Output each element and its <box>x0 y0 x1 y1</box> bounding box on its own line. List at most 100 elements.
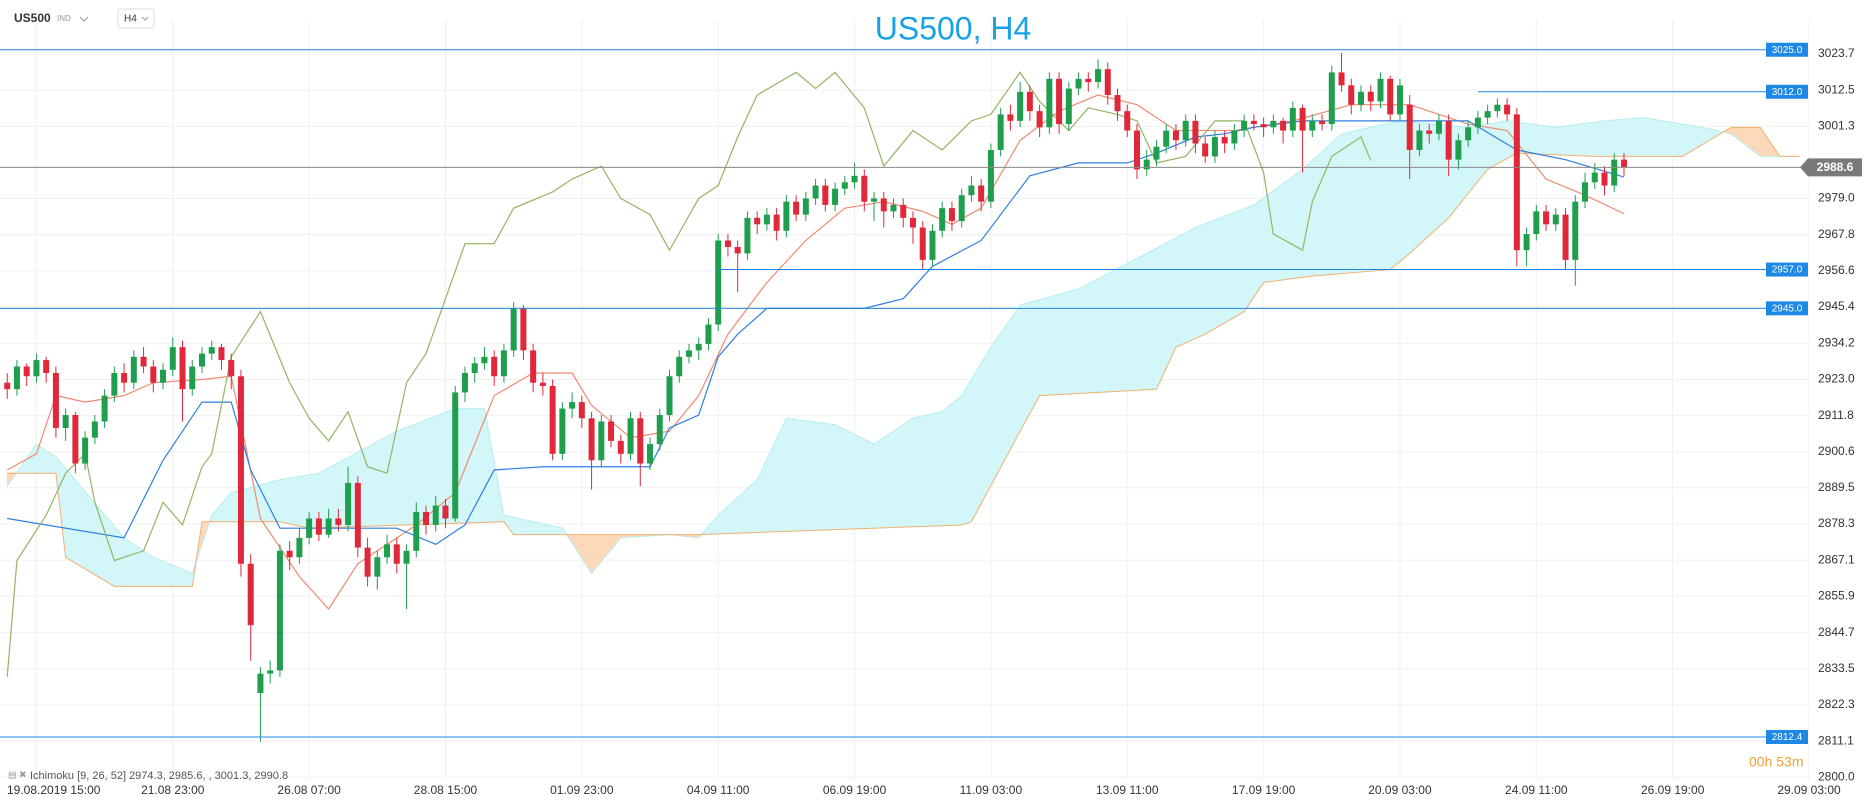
cloud-fill <box>513 517 520 535</box>
candle-body <box>1036 111 1043 128</box>
candle-body <box>715 240 722 325</box>
cloud-fill <box>527 520 534 535</box>
candle-body <box>1250 120 1257 125</box>
candle-body <box>1445 120 1452 160</box>
cloud-fill <box>727 501 734 534</box>
cloud-fill <box>859 436 866 530</box>
candle-body <box>286 550 293 558</box>
cloud-fill <box>1087 280 1094 394</box>
candle-body <box>695 343 702 351</box>
price-level-tag <box>1766 262 1808 277</box>
dropdown-caret[interactable] <box>141 16 149 21</box>
cloud-fill <box>829 423 836 531</box>
chart-title: US500, H4 <box>875 10 1032 46</box>
cloud-fill <box>1458 126 1465 207</box>
cloud-fill <box>1238 208 1245 315</box>
cloud-fill <box>1029 300 1036 415</box>
senkou-span-a <box>6 117 1800 575</box>
cloud-fill <box>1063 291 1070 395</box>
cloud-fill <box>1019 303 1026 433</box>
x-tick-label: 11.09 03:00 <box>960 783 1023 797</box>
candle-body <box>121 373 128 383</box>
candle-body <box>384 544 391 558</box>
cloud-fill <box>1161 242 1168 379</box>
dropdown-caret[interactable] <box>79 16 89 22</box>
cloud-fill <box>917 415 924 527</box>
candle-body <box>325 518 332 535</box>
candle-body <box>33 360 40 377</box>
candle-body <box>1513 114 1520 251</box>
y-tick-label: 3012.5 <box>1818 82 1855 96</box>
cloud-fill <box>786 417 793 532</box>
cloud-fill <box>1049 295 1056 396</box>
cloud-fill <box>902 420 909 528</box>
cloud-fill <box>834 424 841 530</box>
candle-body <box>1114 94 1121 112</box>
candle-body <box>1026 91 1033 112</box>
candle-body <box>1056 78 1063 125</box>
cloud-fill <box>1428 123 1435 237</box>
cloud-fill <box>1282 179 1289 281</box>
cloud-fill <box>1584 122 1591 157</box>
senkou-span-b <box>7 126 1800 587</box>
cloud-fill <box>1005 318 1012 460</box>
candle-body <box>354 482 361 548</box>
cloud-fill <box>975 362 982 514</box>
candle-body <box>169 347 176 370</box>
candle-body <box>1143 159 1150 170</box>
y-tick-label: 2889.5 <box>1818 480 1855 494</box>
candle-body <box>705 324 712 344</box>
y-tick-label: 2800.0 <box>1818 769 1855 783</box>
candle-body <box>802 198 809 215</box>
indicator-label: Ichimoku [9, 26, 52] 2974.3, 2985.6, , 3… <box>30 770 288 782</box>
cloud-fill <box>1477 124 1484 183</box>
cloud-fill <box>1755 127 1762 158</box>
cloud-fill <box>1224 213 1231 324</box>
candle-body <box>1474 117 1481 128</box>
candle-body <box>1133 130 1140 170</box>
candle-body <box>1104 69 1111 95</box>
cloud-fill <box>269 480 276 523</box>
cloud-fill <box>1613 119 1620 157</box>
cloud-fill <box>1292 172 1299 279</box>
cloud-fill <box>1214 217 1221 330</box>
cloud-fill <box>1686 124 1693 155</box>
cloud-fill <box>1565 125 1572 156</box>
cloud-fill <box>932 412 939 527</box>
cloud-fill <box>893 427 900 528</box>
cloud-fill <box>469 408 476 524</box>
cloud-fill <box>1360 128 1367 273</box>
last-price-tag <box>1800 158 1862 177</box>
cloud-fill <box>1117 265 1124 392</box>
candle-body <box>968 185 975 196</box>
cloud-fill <box>294 476 301 527</box>
cloud-fill <box>766 448 773 533</box>
candle-body <box>1202 143 1209 157</box>
cloud-fill <box>1302 164 1309 278</box>
cloud-fill <box>415 421 422 525</box>
cloud-fill <box>1024 302 1031 424</box>
cloud-fill <box>985 346 992 496</box>
cloud-fill <box>1185 229 1192 344</box>
cloud-fill <box>65 467 72 561</box>
cloud-fill <box>1107 270 1114 393</box>
cloud-fill <box>1540 125 1547 155</box>
candle-body <box>1270 120 1277 128</box>
cloud-fill <box>279 478 286 524</box>
cloud-fill <box>820 422 827 531</box>
cloud-fill <box>751 479 758 533</box>
indicator-icons[interactable]: ▤ ✖ <box>8 769 27 779</box>
cloud-fill <box>1180 232 1187 346</box>
candle-body <box>461 373 468 393</box>
timeframe[interactable]: H4 <box>124 14 137 25</box>
cloud-fill <box>338 459 345 528</box>
candle-body <box>393 544 400 564</box>
candle-body <box>1484 111 1491 118</box>
x-tick-label: 01.09 23:00 <box>550 783 614 797</box>
candle-body <box>1017 91 1024 121</box>
candle-body <box>1328 72 1335 125</box>
cloud-fill <box>138 547 145 587</box>
candle-body <box>1494 104 1501 112</box>
timeframe-select[interactable] <box>117 8 155 29</box>
cloud-fill <box>532 521 539 535</box>
